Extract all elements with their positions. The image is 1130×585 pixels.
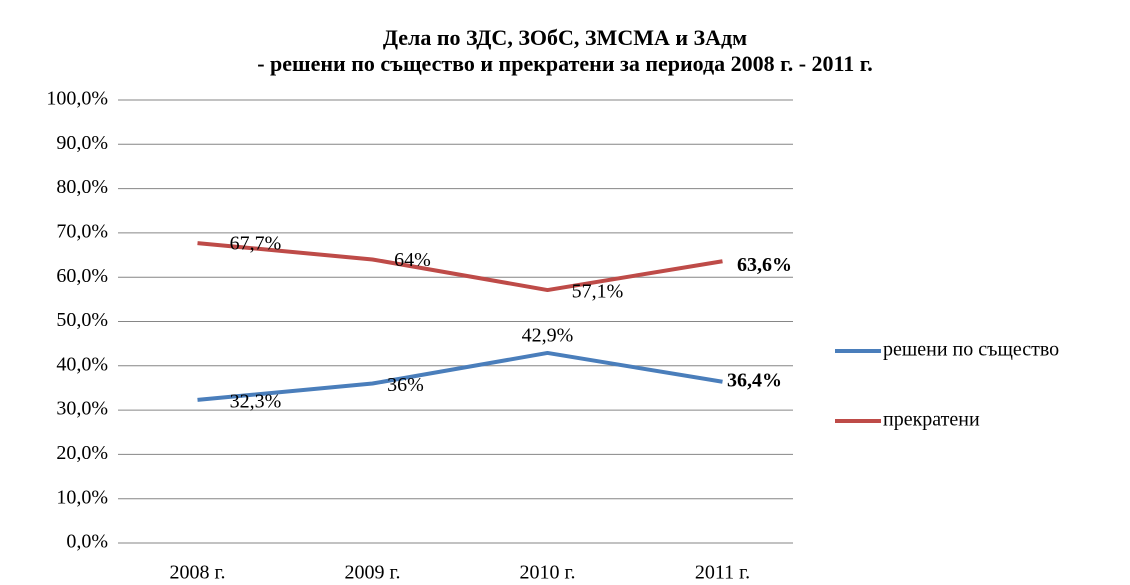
y-tick-label: 80,0% [56, 176, 108, 198]
data-label: 63,6% [737, 254, 792, 276]
y-tick-label: 100,0% [46, 88, 108, 110]
chart-title: Дела по ЗДС, ЗОбС, ЗМСМА и ЗАдм [383, 25, 747, 50]
data-label: 42,9% [522, 325, 574, 347]
y-tick-label: 20,0% [56, 442, 108, 464]
data-label: 36% [387, 374, 424, 396]
legend-label: прекратени [883, 409, 980, 431]
x-tick-label: 2008 г. [170, 562, 226, 584]
data-label: 64% [394, 249, 431, 271]
chart-subtitle: - решени по същество и прекратени за пер… [257, 51, 873, 76]
y-tick-label: 0,0% [66, 531, 108, 553]
y-tick-label: 10,0% [56, 486, 108, 508]
data-label: 32,3% [230, 391, 282, 413]
y-tick-label: 70,0% [56, 220, 108, 242]
y-tick-label: 60,0% [56, 265, 108, 287]
series-line [197, 241, 723, 293]
y-tick-label: 50,0% [56, 309, 108, 331]
x-tick-label: 2009 г. [345, 562, 401, 584]
y-tick-label: 30,0% [56, 398, 108, 420]
series-line [197, 350, 723, 402]
x-tick-label: 2011 г. [695, 562, 750, 584]
data-label: 57,1% [572, 281, 624, 303]
legend-label: решени по същество [883, 339, 1059, 361]
data-label: 67,7% [230, 233, 282, 255]
y-tick-label: 40,0% [56, 353, 108, 375]
y-tick-label: 90,0% [56, 132, 108, 154]
x-tick-label: 2010 г. [520, 562, 576, 584]
data-label: 36,4% [727, 369, 782, 391]
